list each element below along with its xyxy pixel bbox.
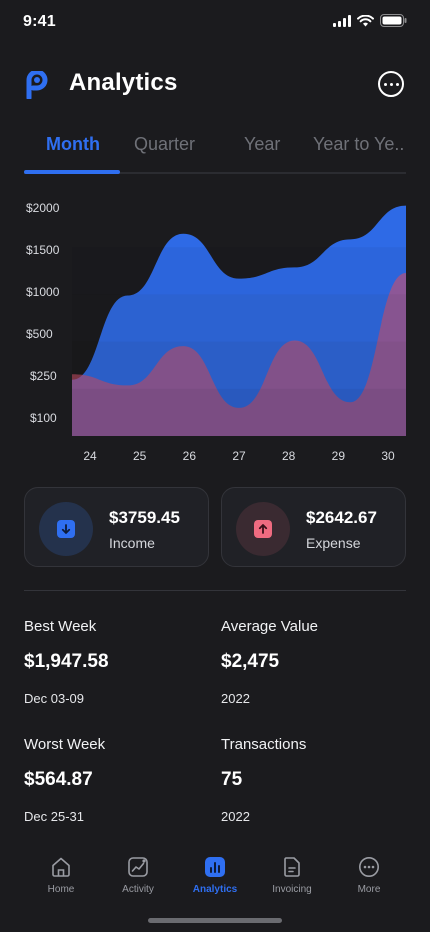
- income-card[interactable]: $3759.45 Income: [24, 487, 209, 567]
- y-tick-label: $100: [30, 411, 57, 425]
- stat-label: Transactions: [221, 736, 307, 753]
- tab-quarter[interactable]: Quarter: [134, 134, 196, 154]
- y-tick-label: $500: [26, 327, 53, 341]
- chart-shade-band: [72, 294, 406, 342]
- dot-icon: [395, 82, 399, 86]
- x-tick-label: 29: [332, 449, 346, 463]
- x-tick-label: 28: [282, 449, 296, 463]
- dot-icon: [383, 82, 387, 86]
- period-tabs: Month Quarter Year Year to Ye..: [24, 134, 406, 174]
- income-icon-wrap: [39, 502, 93, 556]
- stat-sub: Dec 25-31: [24, 809, 84, 824]
- stat-label: Worst Week: [24, 736, 106, 753]
- nav-label: Activity: [122, 884, 154, 895]
- nav-home[interactable]: Home: [21, 856, 101, 895]
- tab-month[interactable]: Month: [46, 134, 100, 154]
- status-icons: [333, 14, 407, 27]
- stat-label: Average Value: [221, 618, 319, 635]
- nav-label: Home: [47, 884, 75, 895]
- stat-average-value: Average Value $2,475 2022: [221, 618, 411, 706]
- tab-year-to-date[interactable]: Year to Ye..: [313, 134, 405, 154]
- y-tick-label: $250: [30, 369, 57, 383]
- tab-year[interactable]: Year: [244, 134, 281, 154]
- nav-analytics[interactable]: Analytics: [175, 856, 255, 895]
- more-icon: [359, 857, 379, 877]
- status-time: 9:41: [23, 13, 56, 30]
- stat-transactions: Transactions 75 2022: [221, 736, 411, 824]
- x-tick-label: 25: [133, 449, 147, 463]
- stat-sub: 2022: [221, 691, 250, 706]
- expense-label: Expense: [306, 535, 361, 551]
- expense-icon-wrap: [236, 502, 290, 556]
- y-tick-label: $2000: [26, 201, 60, 215]
- expense-card[interactable]: $2642.67 Expense: [221, 487, 406, 567]
- logo-icon: [26, 71, 48, 99]
- income-label: Income: [109, 535, 155, 551]
- nav-more[interactable]: More: [329, 856, 409, 895]
- home-icon: [52, 857, 70, 877]
- x-axis: 24 25 26 27 28 29 30: [83, 449, 395, 463]
- analytics-icon: [205, 857, 225, 877]
- nav-label: Invoicing: [272, 884, 312, 895]
- header: Analytics: [24, 66, 406, 106]
- stat-value: 75: [221, 769, 243, 790]
- nav-activity[interactable]: Activity: [98, 856, 178, 895]
- stat-value: $1,947.58: [24, 651, 109, 672]
- area-chart: $2000 $1500 $1000 $500 $250 $100 24 25 26 2…: [26, 201, 406, 463]
- chart-areas: [72, 205, 406, 436]
- dot-icon: [389, 82, 393, 86]
- x-tick-label: 27: [232, 449, 246, 463]
- nav-label: More: [357, 884, 381, 895]
- nav-invoicing[interactable]: Invoicing: [252, 856, 332, 895]
- chart-shade-band: [72, 247, 406, 295]
- x-tick-label: 24: [83, 449, 97, 463]
- stat-label: Best Week: [24, 618, 97, 635]
- chart-shade-band: [72, 341, 406, 389]
- divider: [24, 590, 406, 591]
- activity-icon: [128, 857, 148, 877]
- invoice-icon: [284, 857, 300, 877]
- nav-label: Analytics: [192, 884, 238, 895]
- y-tick-label: $1000: [26, 285, 60, 299]
- series-area-1: [72, 273, 406, 436]
- status-bar: 9:41: [0, 0, 430, 44]
- stat-value: $2,475: [221, 651, 280, 672]
- y-tick-label: $1500: [26, 243, 60, 257]
- arrow-down-icon: [57, 520, 75, 538]
- x-tick-label: 30: [381, 449, 395, 463]
- stat-value: $564.87: [24, 769, 93, 790]
- battery-icon: [380, 14, 407, 27]
- y-axis: $2000 $1500 $1000 $500 $250 $100: [26, 201, 60, 425]
- stat-best-week: Best Week $1,947.58 Dec 03-09: [24, 618, 214, 706]
- income-amount: $3759.45: [109, 508, 180, 527]
- more-options-button[interactable]: [378, 71, 404, 97]
- x-tick-label: 26: [183, 449, 197, 463]
- signal-icon: [333, 14, 351, 27]
- chart-shade-band: [72, 388, 406, 436]
- stat-sub: 2022: [221, 809, 250, 824]
- wifi-icon: [357, 14, 374, 26]
- expense-amount: $2642.67: [306, 508, 377, 527]
- stat-worst-week: Worst Week $564.87 Dec 25-31: [24, 736, 214, 824]
- active-tab-indicator: [24, 170, 120, 174]
- stat-sub: Dec 03-09: [24, 691, 84, 706]
- home-indicator: [148, 918, 282, 923]
- bottom-nav: Home Activity Analytics Invoicing: [0, 850, 430, 910]
- arrow-up-icon: [254, 520, 272, 538]
- page-title: Analytics: [69, 69, 178, 96]
